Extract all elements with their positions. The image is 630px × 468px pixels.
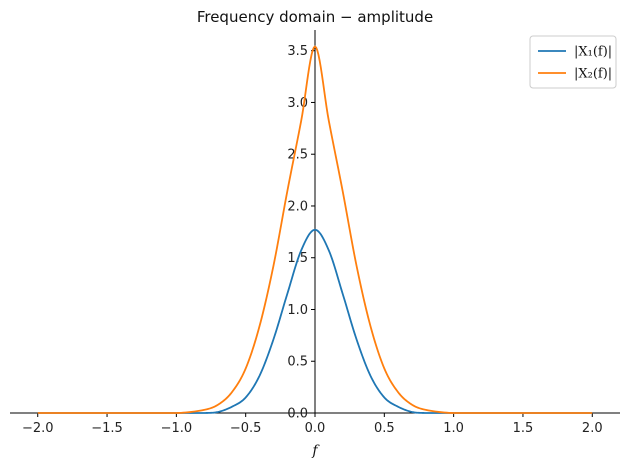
series-line-2	[37, 45, 593, 414]
legend-label-2: |X₂(f)|	[574, 67, 612, 82]
y-tick-label: 1.0	[287, 303, 308, 318]
x-tick-label: 2.0	[582, 421, 603, 436]
series-layer	[37, 45, 593, 414]
x-axis-label: f	[311, 443, 320, 459]
legend-label-1: |X₁(f)|	[574, 45, 612, 60]
x-tick-label: 0.0	[305, 421, 326, 436]
x-tick-label: −0.5	[230, 421, 262, 436]
y-tick-label: 2.0	[287, 199, 308, 214]
x-tick-label: −2.0	[22, 421, 54, 436]
y-tick-label: 2.5	[287, 148, 308, 163]
series-line-1	[37, 228, 593, 414]
legend-box	[529, 35, 617, 89]
legend: |X₁(f)| |X₂(f)|	[529, 35, 617, 89]
x-axis-ticks: −2.0 −1.5 −1.0 −0.5 0.0 0.5 1.0 1.5 2.0	[22, 413, 603, 436]
chart-title: Frequency domain − amplitude	[197, 8, 433, 26]
x-tick-label: 0.5	[374, 421, 395, 436]
x-tick-label: 1.0	[443, 421, 464, 436]
y-tick-label: 3.5	[287, 44, 308, 59]
x-tick-label: −1.5	[91, 421, 123, 436]
axes	[10, 30, 620, 414]
x-tick-label: −1.0	[161, 421, 193, 436]
y-tick-label: 0.5	[287, 355, 308, 370]
y-tick-label: 0.0	[287, 407, 308, 422]
x-tick-label: 1.5	[513, 421, 534, 436]
